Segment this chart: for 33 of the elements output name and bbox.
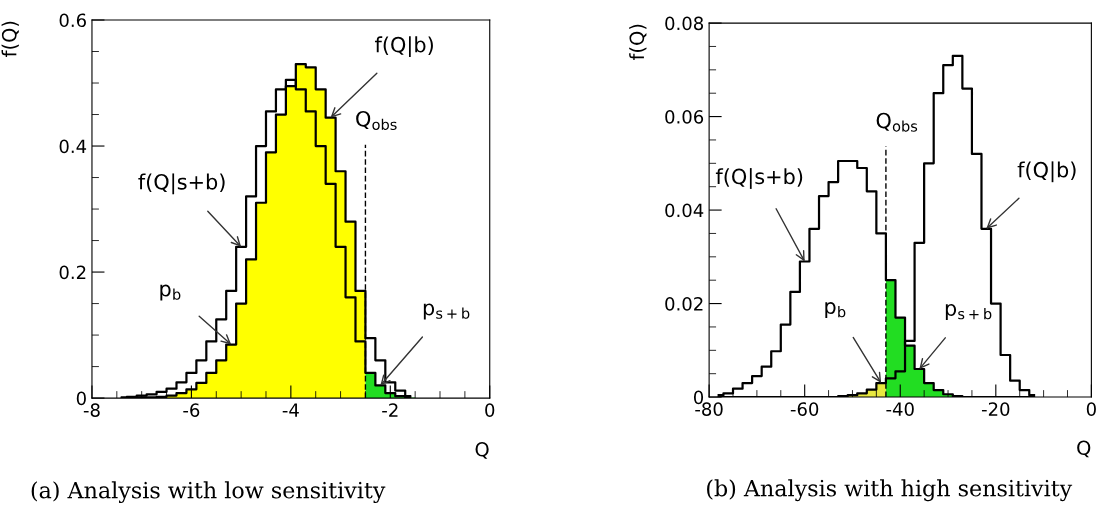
- x-tick-label: -4: [282, 403, 299, 417]
- y-tick-label: 0.02: [665, 297, 703, 311]
- x-tick-label: -20: [981, 402, 1010, 416]
- annotation: p$_{s+b}$: [423, 303, 470, 320]
- ref-line-label: Q$_{obs}$: [356, 110, 397, 131]
- y-axis-title: f(Q): [629, 24, 647, 60]
- y-tick-label: 0.6: [59, 13, 86, 28]
- x-tick-label: 0: [1086, 402, 1096, 416]
- annotation: f(Q|b): [1017, 161, 1076, 183]
- annotation: f(Q|s+b): [138, 173, 225, 195]
- x-tick-label: -2: [382, 403, 398, 417]
- x-tick-label: -60: [790, 402, 819, 416]
- x-tick-label: -40: [886, 402, 914, 416]
- annotation: f(Q|s+b): [715, 168, 803, 189]
- y-tick-label: 0: [76, 391, 86, 406]
- x-tick-label: -8: [83, 403, 100, 417]
- ref-line-label: Q$_{obs}$: [876, 112, 918, 132]
- annotation: f(Q|b): [374, 36, 433, 58]
- annotation: p$_{b}$: [160, 284, 181, 301]
- x-axis-title: Q: [1077, 440, 1091, 458]
- text: (a) Analysis with low sensitivity: [31, 481, 386, 504]
- x-tick-label: -6: [183, 403, 200, 417]
- text: (b) Analysis with high sensitivity: [707, 479, 1073, 502]
- annotation: p$_{s+b}$: [945, 304, 992, 321]
- annotation: p$_{b}$: [825, 302, 846, 319]
- y-tick-label: 0.4: [59, 139, 87, 154]
- y-axis-title: f(Q): [1, 21, 19, 57]
- y-tick-label: 0.04: [665, 203, 704, 218]
- y-tick-label: 0.06: [665, 110, 704, 124]
- x-tick-label: 0: [485, 403, 495, 417]
- x-axis-title: Q: [475, 441, 489, 459]
- y-tick-label: 0.08: [665, 16, 704, 31]
- y-tick-label: 0.2: [59, 265, 86, 280]
